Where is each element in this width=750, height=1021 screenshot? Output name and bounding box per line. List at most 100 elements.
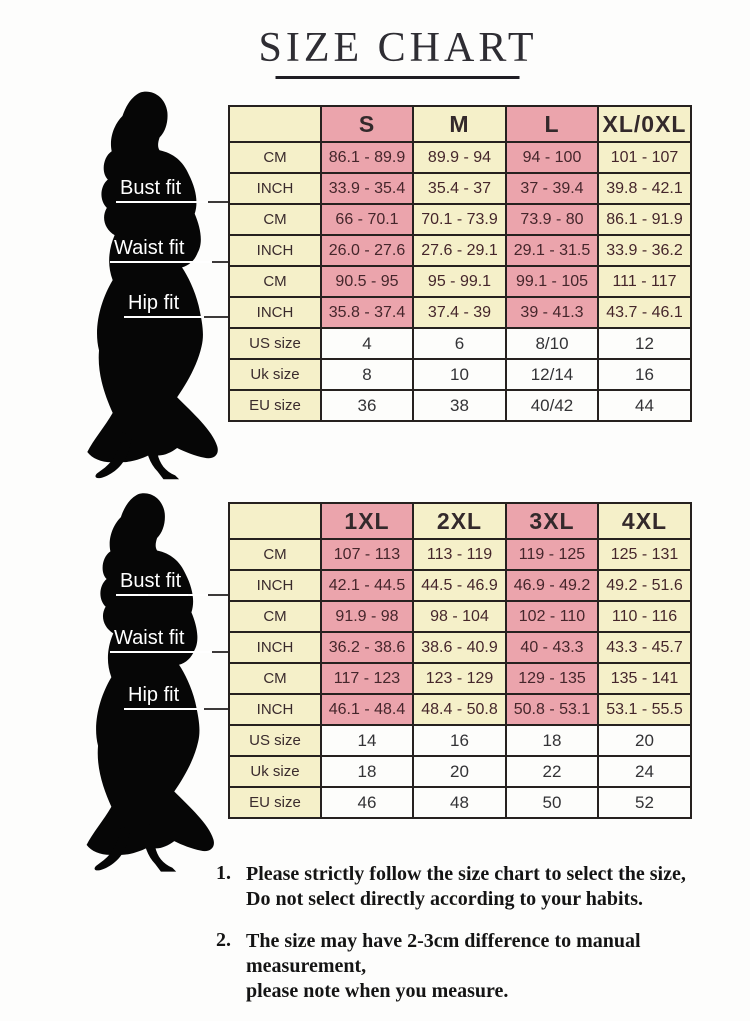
measure-cell: 16: [597, 358, 692, 391]
measure-cell: 27.6 - 29.1: [412, 234, 507, 267]
table-row: Uk size 8 10 12/14 16: [228, 358, 692, 391]
measure-cell: 111 - 117: [597, 265, 692, 298]
corner-cell: [228, 502, 322, 540]
measure-cell: 73.9 - 80: [505, 203, 599, 236]
row-label-cell: US size: [228, 724, 322, 757]
measure-cell: 90.5 - 95: [320, 265, 414, 298]
measure-cell: 46: [320, 786, 414, 819]
measure-cell: 66 - 70.1: [320, 203, 414, 236]
measure-cell: 20: [412, 755, 507, 788]
measure-cell: 107 - 113: [320, 538, 414, 571]
measure-cell: 37 - 39.4: [505, 172, 599, 205]
measure-cell: 20: [597, 724, 692, 757]
table-row: EU size 46 48 50 52: [228, 786, 692, 819]
table-row: CM 86.1 - 89.9 89.9 - 94 94 - 100 101 - 107: [228, 141, 692, 174]
measure-cell: 44: [597, 389, 692, 422]
measure-cell: 16: [412, 724, 507, 757]
measure-cell: 43.3 - 45.7: [597, 631, 692, 664]
table-row: INCH 36.2 - 38.6 38.6 - 40.9 40 - 43.3 43.3 …: [228, 631, 692, 664]
measure-cell: 70.1 - 73.9: [412, 203, 507, 236]
row-label-cell: CM: [228, 538, 322, 571]
row-label-cell: INCH: [228, 296, 322, 329]
row-label-cell: CM: [228, 265, 322, 298]
size-header-cell: M: [412, 105, 507, 143]
table-row: INCH 35.8 - 37.4 37.4 - 39 39 - 41.3 43.7 - …: [228, 296, 692, 329]
measure-cell: 29.1 - 31.5: [505, 234, 599, 267]
measure-cell: 98 - 104: [412, 600, 507, 633]
header: SIZE CHART: [259, 24, 538, 79]
hip-fit-label-top: Hip fit: [124, 291, 204, 318]
measure-cell: 48.4 - 50.8: [412, 693, 507, 726]
measure-cell: 129 - 135: [505, 662, 599, 695]
measure-cell: 117 - 123: [320, 662, 414, 695]
bust-fit-label-bottom: Bust fit: [116, 569, 208, 596]
measure-cell: 44.5 - 46.9: [412, 569, 507, 602]
size-header-cell: XL/0XL: [597, 105, 692, 143]
measure-cell: 95 - 99.1: [412, 265, 507, 298]
measure-cell: 46.9 - 49.2: [505, 569, 599, 602]
measure-cell: 50: [505, 786, 599, 819]
measure-cell: 8: [320, 358, 414, 391]
measure-cell: 12/14: [505, 358, 599, 391]
row-label-cell: INCH: [228, 234, 322, 267]
table-row: INCH 46.1 - 48.4 48.4 - 50.8 50.8 - 53.1 53.…: [228, 693, 692, 726]
measure-cell: 18: [505, 724, 599, 757]
measure-cell: 42.1 - 44.5: [320, 569, 414, 602]
row-label-cell: Uk size: [228, 358, 322, 391]
row-label-cell: INCH: [228, 172, 322, 205]
table-row: CM 66 - 70.1 70.1 - 73.9 73.9 - 80 86.1 - 91…: [228, 203, 692, 236]
measure-cell: 86.1 - 89.9: [320, 141, 414, 174]
woman-silhouette-top: [87, 91, 218, 480]
measure-cell: 52: [597, 786, 692, 819]
measure-cell: 37.4 - 39: [412, 296, 507, 329]
row-label-cell: Uk size: [228, 755, 322, 788]
table-row: CM 117 - 123 123 - 129 129 - 135 135 - 141: [228, 662, 692, 695]
note-text: Please strictly follow the size chart to…: [246, 863, 686, 910]
measure-cell: 4: [320, 327, 414, 360]
page-title: SIZE CHART: [258, 25, 538, 71]
note-number: 1.: [216, 862, 231, 884]
measure-cell: 14: [320, 724, 414, 757]
note-number: 2.: [216, 929, 231, 951]
measure-cell: 6: [412, 327, 507, 360]
table-row: INCH 33.9 - 35.4 35.4 - 37 37 - 39.4 39.8 - …: [228, 172, 692, 205]
measure-cell: 89.9 - 94: [412, 141, 507, 174]
measure-cell: 35.8 - 37.4: [320, 296, 414, 329]
measure-cell: 38.6 - 40.9: [412, 631, 507, 664]
hip-fit-label-bottom: Hip fit: [124, 683, 204, 710]
measure-cell: 10: [412, 358, 507, 391]
row-label-cell: INCH: [228, 569, 322, 602]
measure-cell: 33.9 - 36.2: [597, 234, 692, 267]
size-header-cell: 3XL: [505, 502, 599, 540]
table-row: Uk size 18 20 22 24: [228, 755, 692, 788]
measure-cell: 36: [320, 389, 414, 422]
size-header-cell: S: [320, 105, 414, 143]
measure-cell: 86.1 - 91.9: [597, 203, 692, 236]
measure-cell: 22: [505, 755, 599, 788]
measure-cell: 101 - 107: [597, 141, 692, 174]
bust-fit-label-top: Bust fit: [116, 176, 208, 203]
measure-cell: 135 - 141: [597, 662, 692, 695]
row-label-cell: EU size: [228, 786, 322, 819]
table-row: EU size 36 38 40/42 44: [228, 389, 692, 422]
measure-cell: 110 - 116: [597, 600, 692, 633]
row-label-cell: EU size: [228, 389, 322, 422]
measure-cell: 99.1 - 105: [505, 265, 599, 298]
measure-cell: 39 - 41.3: [505, 296, 599, 329]
measure-cell: 33.9 - 35.4: [320, 172, 414, 205]
table-row: CM 90.5 - 95 95 - 99.1 99.1 - 105 111 - 117: [228, 265, 692, 298]
measure-cell: 24: [597, 755, 692, 788]
row-label-cell: INCH: [228, 631, 322, 664]
measure-cell: 26.0 - 27.6: [320, 234, 414, 267]
measure-cell: 12: [597, 327, 692, 360]
note-item: 2. The size may have 2-3cm difference to…: [216, 929, 736, 1004]
size-header-cell: 2XL: [412, 502, 507, 540]
row-label-cell: CM: [228, 662, 322, 695]
size-table: S M L XL/0XL CM 86.1 - 89.9 89.9 - 94 94 - 100 1…: [228, 105, 692, 422]
measure-cell: 91.9 - 98: [320, 600, 414, 633]
measure-cell: 49.2 - 51.6: [597, 569, 692, 602]
note-text: The size may have 2-3cm difference to ma…: [246, 930, 641, 1002]
table-row: CM 107 - 113 113 - 119 119 - 125 125 - 131: [228, 538, 692, 571]
size-header-cell: L: [505, 105, 599, 143]
measure-cell: 119 - 125: [505, 538, 599, 571]
